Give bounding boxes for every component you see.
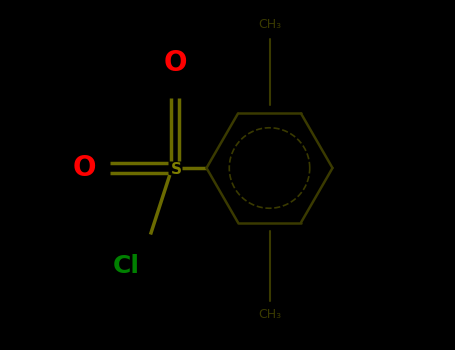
Text: S: S [171, 162, 182, 177]
Text: Cl: Cl [112, 254, 140, 278]
Text: O: O [163, 49, 187, 77]
Text: CH₃: CH₃ [258, 308, 281, 322]
Text: O: O [72, 154, 96, 182]
Text: CH₃: CH₃ [258, 18, 281, 31]
